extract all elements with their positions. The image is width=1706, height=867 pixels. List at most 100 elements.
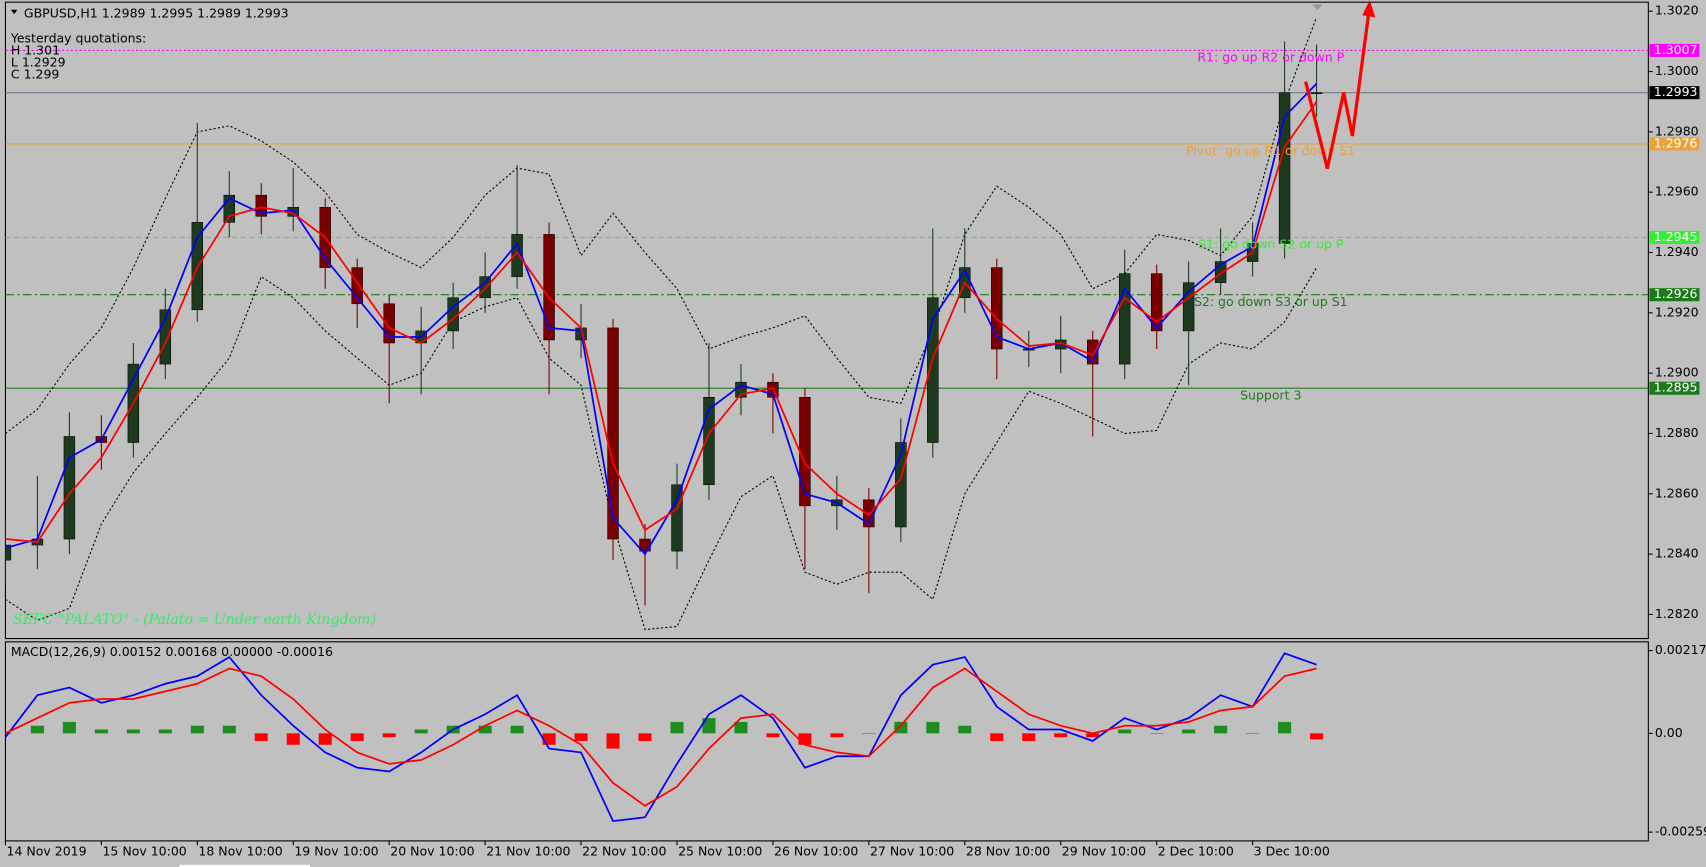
histogram-bar <box>734 721 748 734</box>
histogram-bar <box>126 729 140 734</box>
histogram-bar <box>222 725 236 734</box>
y-tick-label: 1.2980 <box>1655 123 1699 138</box>
histogram-bar <box>62 721 76 734</box>
candle-body <box>1214 261 1227 283</box>
y-tick-label: 1.2920 <box>1655 304 1699 319</box>
y-tick-label: -0.00259 <box>1655 824 1706 839</box>
indicator-line <box>5 17 1318 434</box>
price-tag-label: 1.3007 <box>1654 42 1698 57</box>
histogram-bar <box>414 729 428 734</box>
histogram-bar <box>30 725 44 734</box>
y-tick-label: 1.2820 <box>1655 606 1699 621</box>
x-tick-label: 26 Nov 10:00 <box>774 843 858 858</box>
y-tick-label: 1.2840 <box>1655 546 1699 561</box>
price-tag-label: 1.2895 <box>1654 380 1698 395</box>
level-label: Support 3 <box>1240 387 1301 402</box>
indicator-line <box>5 267 1318 631</box>
indicator-line <box>5 101 1318 543</box>
histogram-bar <box>382 733 396 738</box>
x-tick-label: 18 Nov 10:00 <box>198 843 282 858</box>
histogram-bar <box>542 733 556 745</box>
candle-body <box>63 436 76 540</box>
candle-body <box>543 234 555 341</box>
histogram-bar <box>830 733 844 738</box>
histogram-bar <box>1310 733 1324 740</box>
y-tick-label: 1.2960 <box>1655 184 1699 199</box>
x-tick-label: 27 Nov 10:00 <box>870 843 954 858</box>
candle-body <box>1118 273 1131 365</box>
y-tick-label: 1.3000 <box>1655 63 1699 78</box>
level-label: S2: go down S3 or up S1 <box>1194 294 1348 309</box>
histogram-bar <box>1022 733 1036 741</box>
histogram-bar <box>318 733 332 745</box>
candle-body <box>159 309 172 365</box>
x-tick-label: 28 Nov 10:00 <box>966 843 1050 858</box>
price-panel <box>4 1 1649 640</box>
level-label: R1: go up R2 or down P <box>1197 50 1344 65</box>
forecast-arrow <box>1304 12 1371 170</box>
price-tag <box>1649 86 1700 100</box>
axes: 1.3020 1.3000 1.2980 1.2960 1.2940 1.2920 1.29… <box>4 3 1706 858</box>
histogram-bar <box>990 733 1004 741</box>
candle-body <box>1310 92 1323 95</box>
candle-body <box>1086 339 1099 365</box>
candle-body <box>703 397 715 486</box>
price-tag-label: 1.2993 <box>1654 84 1698 99</box>
candle-body <box>607 327 619 540</box>
histogram-bar <box>1182 729 1196 734</box>
x-tick-label: 2 Dec 10:00 <box>1158 843 1234 858</box>
histogram-bar <box>926 721 940 734</box>
price-tag-label: 1.2926 <box>1654 286 1698 301</box>
annotation: Yesterday quotations: <box>10 31 146 46</box>
histogram-bar <box>574 733 588 741</box>
candle-body <box>1182 282 1195 332</box>
histogram-bar <box>798 733 812 745</box>
candle-body <box>671 484 683 552</box>
macd-plot <box>5 652 1324 822</box>
price-tag <box>1649 137 1700 151</box>
histogram-bar <box>766 733 780 738</box>
price-tag-label: 1.2945 <box>1654 229 1698 244</box>
histogram-bar <box>670 721 684 734</box>
annotation: C 1.299 <box>11 67 60 82</box>
indicator-line <box>5 83 1318 556</box>
scrollbar <box>179 864 311 867</box>
level-label: S1: go down S2 or up P <box>1198 237 1344 252</box>
indicator-line <box>5 652 1317 822</box>
histogram-bar <box>1054 733 1068 738</box>
candle-body <box>383 303 395 344</box>
annotation: H 1.301 <box>11 43 60 58</box>
histogram-bar <box>894 721 908 734</box>
candle-body <box>351 267 363 305</box>
candle-body <box>223 194 236 223</box>
histogram-bar <box>702 718 716 734</box>
histogram-bar <box>1118 729 1132 734</box>
histogram-bar <box>606 733 620 749</box>
candle-body <box>991 267 1003 350</box>
candle-body <box>255 194 267 217</box>
x-tick-label: 14 Nov 2019 <box>7 843 87 858</box>
histogram-bar <box>862 733 876 734</box>
chart-title: GBPUSD,H1 1.2989 1.2995 1.2989 1.2993 <box>24 6 289 21</box>
y-tick-label: 1.2880 <box>1655 425 1699 440</box>
macd-title: MACD(12,26,9) 0.00152 0.00168 0.00000 -0… <box>11 644 333 659</box>
histogram-bar <box>254 733 268 741</box>
histogram-bar <box>94 729 108 734</box>
y-tick-label: 0.00 <box>1655 725 1683 740</box>
price-tag <box>1649 288 1700 302</box>
histogram-bar <box>958 725 972 734</box>
level-label: Pivot: go up R1 or down S1 <box>1186 143 1355 158</box>
histogram-bar <box>1214 725 1228 734</box>
candle-body <box>799 397 811 507</box>
macd-panel <box>4 641 1649 842</box>
y-tick-label: 1.2900 <box>1655 365 1699 380</box>
price-tag-label: 1.2976 <box>1654 135 1698 150</box>
histogram-bar <box>1278 721 1292 734</box>
indicator-line <box>5 667 1317 807</box>
candle-body <box>5 544 12 561</box>
y-tick-label: 1.2940 <box>1655 244 1699 259</box>
x-tick-label: 19 Nov 10:00 <box>294 843 378 858</box>
